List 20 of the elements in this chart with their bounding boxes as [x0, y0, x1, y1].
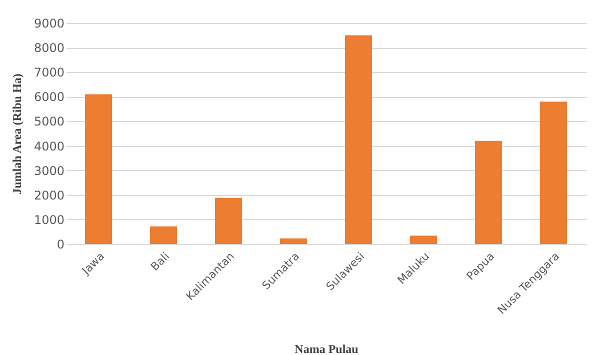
y-tick-label: 4000 [34, 139, 64, 154]
y-tick-label: 8000 [34, 41, 64, 56]
bar [85, 94, 112, 244]
bar [150, 226, 177, 244]
bar [215, 198, 242, 244]
y-tick-label: 6000 [34, 90, 64, 104]
y-tick-label: 5000 [34, 114, 64, 129]
y-tick-label: 7000 [34, 66, 64, 80]
bar [475, 140, 502, 244]
y-tick-label: 3000 [34, 164, 64, 178]
y-tick-label: 9000 [34, 16, 64, 30]
bar [280, 238, 307, 244]
bar [540, 102, 567, 244]
y-tick-label: 2000 [34, 188, 64, 202]
x-axis-title: Nama Pulau [294, 342, 359, 355]
bar [410, 236, 437, 244]
y-axis-title: Jumlah Area (Ribu Ha) [10, 74, 24, 194]
y-tick-label: 0 [56, 238, 64, 252]
bar [345, 35, 372, 244]
y-tick-label: 1000 [34, 212, 64, 227]
